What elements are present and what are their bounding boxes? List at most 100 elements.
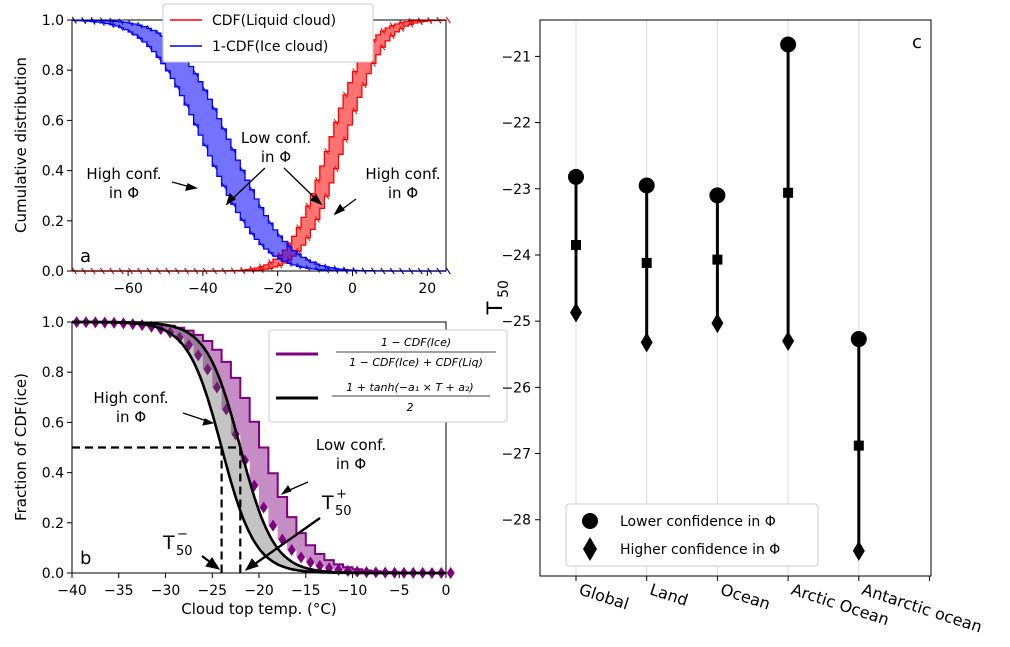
panel-c-circle-point xyxy=(638,177,655,194)
panel-a-marker xyxy=(212,162,218,170)
panel-a-marker xyxy=(258,266,264,274)
panel-a-legend: CDF(Liquid cloud) 1-CDF(Ice cloud) xyxy=(162,3,374,63)
panel-a-marker xyxy=(146,43,152,50)
panel-a-legend-ice: 1-CDF(Ice cloud) xyxy=(212,39,328,55)
panel-b-legend: 1 − CDF(Ice) 1 − CDF(Ice) + CDF(Liq) 1 +… xyxy=(268,329,508,423)
panel-a-marker xyxy=(352,68,358,75)
panel-c-y-tick-label: −26 xyxy=(501,380,531,396)
panel-a-marker xyxy=(324,192,330,200)
panel-a-marker xyxy=(240,216,246,224)
panel-a-marker xyxy=(156,54,161,61)
panel-a-x-tick-label: −60 xyxy=(113,281,143,297)
panel-b-ratio-diamond xyxy=(287,543,296,556)
panel-a-marker xyxy=(268,264,274,272)
panel-b-y-tick-label: 0.8 xyxy=(42,365,64,381)
panel-a-marker xyxy=(258,263,264,270)
panel-b-ratio-diamond xyxy=(269,519,278,532)
panel-b-x-tick-label: −30 xyxy=(151,583,181,599)
panel-a-marker xyxy=(324,263,330,271)
panel-c-diamond-point xyxy=(711,313,724,334)
panel-b-legend-box xyxy=(268,329,508,423)
panel-b-x-tick-label: 0 xyxy=(442,583,451,599)
panel-b-x-ticks: −40 −35 −30 −25 −20 −15 −10 −5 0 xyxy=(57,573,450,599)
panel-a-marker xyxy=(324,148,330,155)
panel-b-annot-low-1: Low conf. xyxy=(316,436,386,454)
panel-b-y-tick-label: 1.0 xyxy=(42,315,64,331)
panel-a-x-tick-label: −20 xyxy=(263,281,293,297)
panel-a-marker xyxy=(324,266,330,274)
t50-plus-sub: 50 xyxy=(335,504,352,519)
panel-a-marker xyxy=(174,83,180,91)
panel-a-annot-high-right-2: in Φ xyxy=(388,184,418,202)
panel-c-y-tick-label: −27 xyxy=(501,447,531,463)
panel-a-marker xyxy=(380,27,386,35)
panel-b-ylabel: Fraction of CDF(ice) xyxy=(12,373,30,521)
panel-a-annot-arrows xyxy=(171,167,357,216)
panel-a-annot-low-2: in Φ xyxy=(261,148,291,166)
panel-a-marker xyxy=(361,81,367,89)
panel-c-label: c xyxy=(912,32,922,53)
panel-a-marker xyxy=(202,86,208,94)
panel-a-marker xyxy=(109,21,115,28)
panel-b-y-tick-label: 0.4 xyxy=(42,466,64,482)
panel-a-marker xyxy=(165,67,171,75)
panel-c-circle-point xyxy=(850,331,867,348)
t50-minus-sup: − xyxy=(177,527,188,542)
panel-a-x-tick-label: 0 xyxy=(348,281,357,297)
panel-a-y-tick-label: 0.8 xyxy=(42,63,64,79)
panel-a-marker xyxy=(305,202,311,210)
panel-a-marker xyxy=(137,34,143,42)
panel-b-ratio-diamond xyxy=(212,381,221,394)
panel-a-marker xyxy=(258,204,264,211)
panel-a-legend-box xyxy=(162,3,374,63)
panel-c-x-tick-label: Global xyxy=(577,580,631,614)
panel-a-marker xyxy=(268,249,274,257)
panel-a-marker xyxy=(109,17,115,25)
panel-c-ylabel: T 50 xyxy=(483,280,512,315)
panel-a-marker xyxy=(352,266,358,274)
panel-a-marker xyxy=(99,17,105,24)
panel-a-marker xyxy=(389,22,395,29)
panel-c-legend-lower: Lower confidence in Φ xyxy=(620,514,776,530)
panel-b-legend-ratio-den: 1 − CDF(Ice) + CDF(Liq) xyxy=(349,356,483,369)
panel-a-y-tick-label: 0.2 xyxy=(42,214,64,230)
panel-b-legend-fit-num: 1 + tanh(−a₁ × T + a₂) xyxy=(346,381,473,394)
panel-b-legend-fit-den: 2 xyxy=(407,401,414,414)
panel-a-marker xyxy=(137,21,143,29)
panel-b-xlabel: Cloud top temp. (°C) xyxy=(181,600,336,618)
panel-a-annot-high-left-2: in Φ xyxy=(109,184,139,202)
panel-c-plot-area xyxy=(568,36,867,561)
panel-c-diamond-point xyxy=(640,332,653,353)
panel-c-y-tick-label: −21 xyxy=(501,49,531,65)
panel-a-y-ticks: 0.0 0.2 0.4 0.6 0.8 1.0 xyxy=(42,13,72,280)
panel-a-band-ice xyxy=(72,20,446,271)
t50-minus-sub: 50 xyxy=(176,544,193,559)
panel-a-annot-high-left-1: High conf. xyxy=(86,165,161,183)
panel-a-ylabel: Cumulative distribution xyxy=(12,57,30,233)
panel-b-ratio-diamond xyxy=(315,559,324,572)
panel-a-marker xyxy=(408,21,414,28)
panel-a-marker xyxy=(352,107,358,115)
panel-a-y-tick-label: 1.0 xyxy=(42,13,64,29)
panel-a-marker xyxy=(315,260,320,268)
panel-b-x-tick-label: −35 xyxy=(104,583,134,599)
panel-a-marker xyxy=(230,200,236,208)
panel-a-marker xyxy=(202,142,208,149)
panel-a-y-tick-label: 0.0 xyxy=(42,264,64,280)
panel-a-marker xyxy=(286,260,292,267)
panel-a-marker xyxy=(193,121,199,129)
panel-a-marker xyxy=(399,19,405,27)
panel-a-marker xyxy=(249,186,255,194)
panel-c-square-point xyxy=(571,240,581,251)
panel-a-y-tick-label: 0.4 xyxy=(42,164,64,180)
panel-a-marker xyxy=(445,16,451,24)
panel-c-x-tick-label: Land xyxy=(647,580,690,610)
panel-c-y-tick-label: −25 xyxy=(501,314,531,330)
panel-a-marker xyxy=(230,146,236,153)
panel-c-square-point xyxy=(783,187,794,198)
panel-a-marker xyxy=(240,166,246,174)
panel-b-x-tick-label: −40 xyxy=(57,583,87,599)
